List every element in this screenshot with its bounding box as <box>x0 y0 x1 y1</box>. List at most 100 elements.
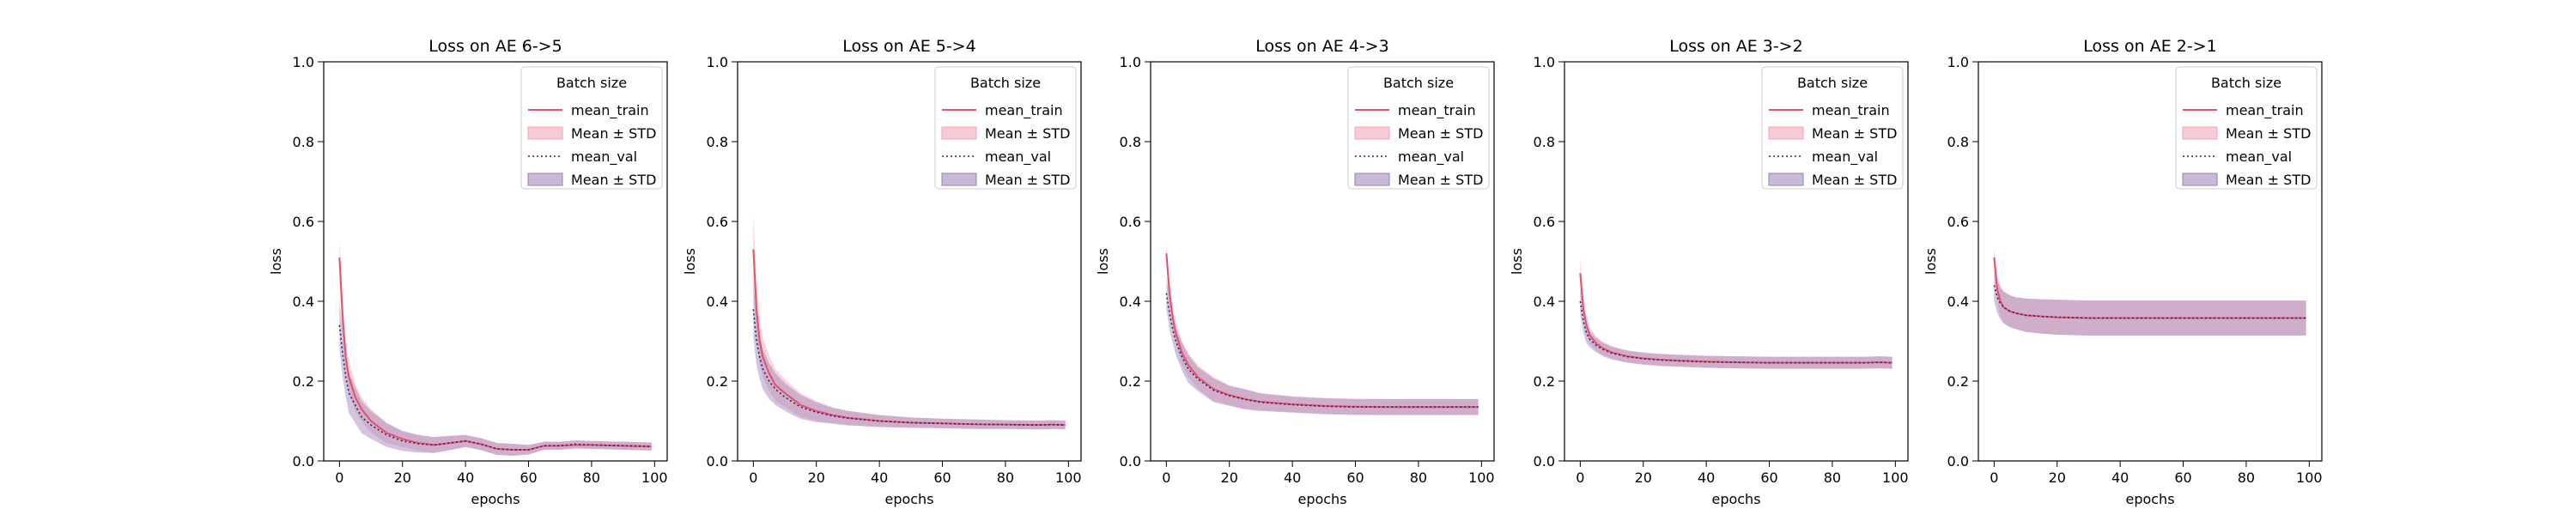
val-std-band <box>1166 277 1479 415</box>
x-tick-label: 40 <box>1698 470 1715 486</box>
legend: Batch size mean_train Mean ± STD mean_val Me… <box>1347 66 1490 190</box>
y-tick-label: 0.0 <box>1947 453 1969 470</box>
train-series-line <box>338 257 652 451</box>
x-tick-label: 40 <box>457 470 474 486</box>
chart-panel-5: 0 20 40 60 80 100 0.0 0.2 0.4 0.6 0.8 1.0 Loss on AE… <box>1923 37 2323 507</box>
val-series-line <box>1993 285 2306 319</box>
axes-frame <box>1978 61 2323 462</box>
y-tick-label: 0.8 <box>293 134 314 150</box>
legend-title: Batch size <box>970 75 1041 91</box>
legend-entry-label: Mean ± STD <box>2226 172 2311 188</box>
legend-swatch-band <box>1768 126 1804 140</box>
y-tick-label: 1.0 <box>707 54 728 70</box>
x-tick-label: 60 <box>1760 470 1777 486</box>
y-tick-label: 0.4 <box>707 294 728 310</box>
chart-title: Loss on AE 2->1 <box>2083 37 2216 56</box>
y-tick-label: 0.6 <box>1534 214 1555 230</box>
val-std-band <box>1580 287 1893 369</box>
legend-swatch-band <box>2182 126 2218 140</box>
legend-title: Batch size <box>1797 75 1868 91</box>
x-tick-label: 0 <box>1990 470 1998 486</box>
axes-frame <box>323 61 668 462</box>
train-series-line <box>752 249 1066 427</box>
legend-entry-label: mean_val <box>1398 148 1464 166</box>
chart-panel-4: 0 20 40 60 80 100 0.0 0.2 0.4 0.6 0.8 1.0 Loss on AE… <box>1509 37 1909 507</box>
y-tick-label: 0.4 <box>293 294 314 310</box>
legend-swatch-band <box>941 126 977 140</box>
train-std-band <box>1994 245 2306 336</box>
x-tick-label: 40 <box>871 470 888 486</box>
train-std-band <box>1580 257 1893 369</box>
legend-entry-label: Mean ± STD <box>1812 125 1897 142</box>
y-tick-label: 0.0 <box>707 453 728 470</box>
y-tick-label: 0.2 <box>1120 373 1141 390</box>
val-std-band <box>753 281 1066 430</box>
legend-swatch-band <box>941 173 977 186</box>
x-tick-label: 80 <box>583 470 600 486</box>
y-axis-label: loss <box>682 248 698 275</box>
x-tick-label: 20 <box>1635 470 1652 486</box>
val-series-line <box>752 309 1066 426</box>
legend-entry-label: mean_train <box>1812 102 1890 119</box>
x-tick-label: 0 <box>1576 470 1584 486</box>
legend-box <box>520 66 663 190</box>
legend-swatch-band <box>527 173 563 186</box>
x-axis-label: epochs <box>471 491 519 507</box>
val-std-band <box>1994 269 2306 336</box>
legend-entry-label: Mean ± STD <box>1398 172 1483 188</box>
axes-frame <box>1150 61 1495 462</box>
y-tick-label: 0.8 <box>1947 134 1969 150</box>
y-tick-label: 0.0 <box>1534 453 1555 470</box>
legend-swatch-band <box>1354 173 1390 186</box>
x-tick-label: 40 <box>2111 470 2129 486</box>
legend-swatch-band <box>1768 173 1804 186</box>
x-axis-label: epochs <box>2125 491 2174 507</box>
x-axis-label: epochs <box>884 491 933 507</box>
y-tick-label: 0.0 <box>1120 453 1141 470</box>
legend-entry-label: Mean ± STD <box>571 172 656 188</box>
y-tick-label: 0.4 <box>1120 294 1141 310</box>
chart-panel-2: 0 20 40 60 80 100 0.0 0.2 0.4 0.6 0.8 1.0 Loss on AE… <box>682 37 1082 507</box>
y-tick-label: 1.0 <box>1534 54 1555 70</box>
axes-frame <box>737 61 1082 462</box>
chart-panel-1: 0 20 40 60 80 100 0.0 0.2 0.4 0.6 0.8 1.0 Loss on AE… <box>268 37 668 507</box>
y-tick-label: 0.6 <box>293 214 314 230</box>
legend-entry-label: Mean ± STD <box>985 125 1070 142</box>
legend-title: Batch size <box>2211 75 2281 91</box>
legend-entry-label: mean_train <box>2226 102 2304 119</box>
x-tick-label: 60 <box>1346 470 1364 486</box>
y-tick-label: 0.2 <box>707 373 728 390</box>
y-axis-label: loss <box>1923 248 1939 275</box>
legend: Batch size mean_train Mean ± STD mean_val Me… <box>2175 66 2318 190</box>
legend-entry-label: mean_val <box>571 148 637 166</box>
legend-entry-label: mean_val <box>1812 148 1878 166</box>
chart-title: Loss on AE 6->5 <box>428 37 562 56</box>
legend-entry-label: mean_train <box>985 102 1063 119</box>
y-tick-label: 0.2 <box>1947 373 1969 390</box>
legend-entry-label: Mean ± STD <box>2226 125 2311 142</box>
x-tick-label: 100 <box>1882 470 1909 486</box>
y-tick-label: 0.2 <box>293 373 314 390</box>
legend-swatch-band <box>2182 173 2218 186</box>
y-tick-label: 0.4 <box>1534 294 1555 310</box>
x-tick-label: 0 <box>1162 470 1170 486</box>
x-axis-label: epochs <box>1711 491 1760 507</box>
val-series-line <box>1579 300 1893 364</box>
y-axis-label: loss <box>1095 248 1111 275</box>
x-tick-label: 100 <box>1055 470 1082 486</box>
x-axis-label: epochs <box>1297 491 1346 507</box>
x-tick-label: 80 <box>1824 470 1841 486</box>
x-tick-label: 60 <box>2174 470 2191 486</box>
y-axis-label: loss <box>268 248 284 275</box>
x-tick-label: 20 <box>1221 470 1238 486</box>
x-tick-label: 0 <box>749 470 757 486</box>
x-tick-label: 80 <box>997 470 1014 486</box>
chart-panel-3: 0 20 40 60 80 100 0.0 0.2 0.4 0.6 0.8 1.0 Loss on AE… <box>1095 37 1495 507</box>
y-tick-label: 1.0 <box>293 54 314 70</box>
legend-title: Batch size <box>1383 75 1454 91</box>
x-tick-label: 100 <box>641 470 668 486</box>
x-tick-label: 80 <box>1410 470 1427 486</box>
y-tick-label: 1.0 <box>1120 54 1141 70</box>
y-tick-label: 0.6 <box>1120 214 1141 230</box>
